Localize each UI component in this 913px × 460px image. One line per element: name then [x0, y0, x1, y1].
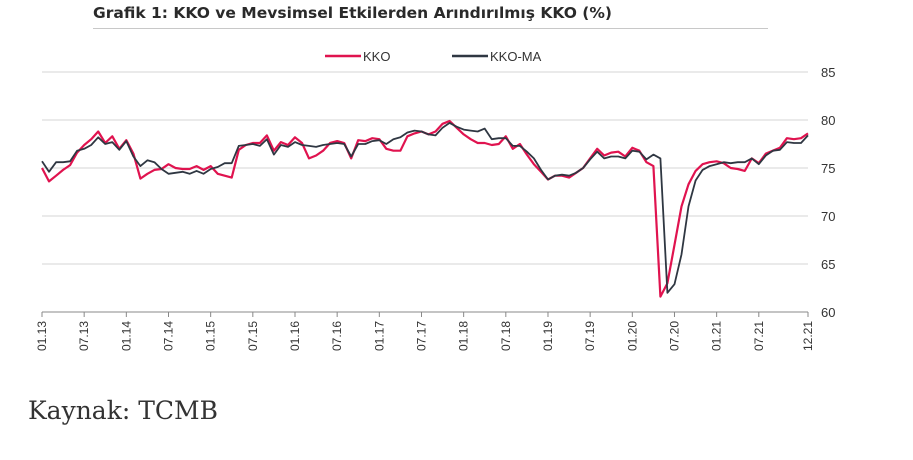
x-tick-label: 07.16	[330, 321, 344, 351]
x-tick-label: 07.17	[414, 321, 428, 351]
legend-label-kko: KKO	[363, 49, 390, 64]
y-tick-label: 75	[821, 161, 835, 176]
source-note: Kaynak: TCMB	[28, 396, 219, 425]
x-tick-label: 01.19	[541, 321, 555, 351]
series-line-kko	[41, 119, 809, 298]
x-tick-label: 07.19	[583, 321, 597, 351]
x-tick-label: 07.21	[752, 321, 766, 351]
line-chart: 60 65 70 75 80 85 01.13 07.13 01.14 07.14 01.15 07…	[35, 49, 835, 351]
y-tick-label: 80	[821, 113, 835, 128]
legend-label-kko-ma: KKO-MA	[490, 49, 542, 64]
chart-title: Grafik 1: KKO ve Mevsimsel Etkilerden Ar…	[93, 4, 612, 22]
x-tick-label: 12.21	[801, 321, 815, 351]
y-axis-ticks: 60 65 70 75 80 85	[821, 65, 835, 320]
x-tick-label: 01.20	[625, 321, 639, 351]
x-tick-label: 01.16	[288, 321, 302, 351]
x-tick-label: 07.15	[246, 321, 260, 351]
x-tick-label: 07.18	[499, 321, 513, 351]
title-divider	[93, 28, 768, 29]
x-tick-label: 07.20	[667, 321, 681, 351]
legend: KKO KKO-MA	[325, 49, 542, 64]
x-tick-label: 01.17	[372, 321, 386, 351]
series-lines	[41, 119, 809, 298]
x-tick-label: 01.18	[457, 321, 471, 351]
x-tick-label: 01.21	[710, 321, 724, 351]
y-tick-label: 65	[821, 257, 835, 272]
x-tick-label: 07.14	[161, 321, 175, 351]
x-tick-label: 01.13	[35, 321, 49, 351]
y-tick-label: 85	[821, 65, 835, 80]
x-tick-label: 07.13	[77, 321, 91, 351]
x-tick-label: 01.14	[119, 321, 133, 351]
x-axis: 01.13 07.13 01.14 07.14 01.15 07.15 01.16 07.16…	[35, 311, 815, 351]
y-tick-label: 60	[821, 305, 835, 320]
series-line-kko-ma	[41, 122, 809, 294]
x-tick-label: 01.15	[204, 321, 218, 351]
y-tick-label: 70	[821, 209, 835, 224]
